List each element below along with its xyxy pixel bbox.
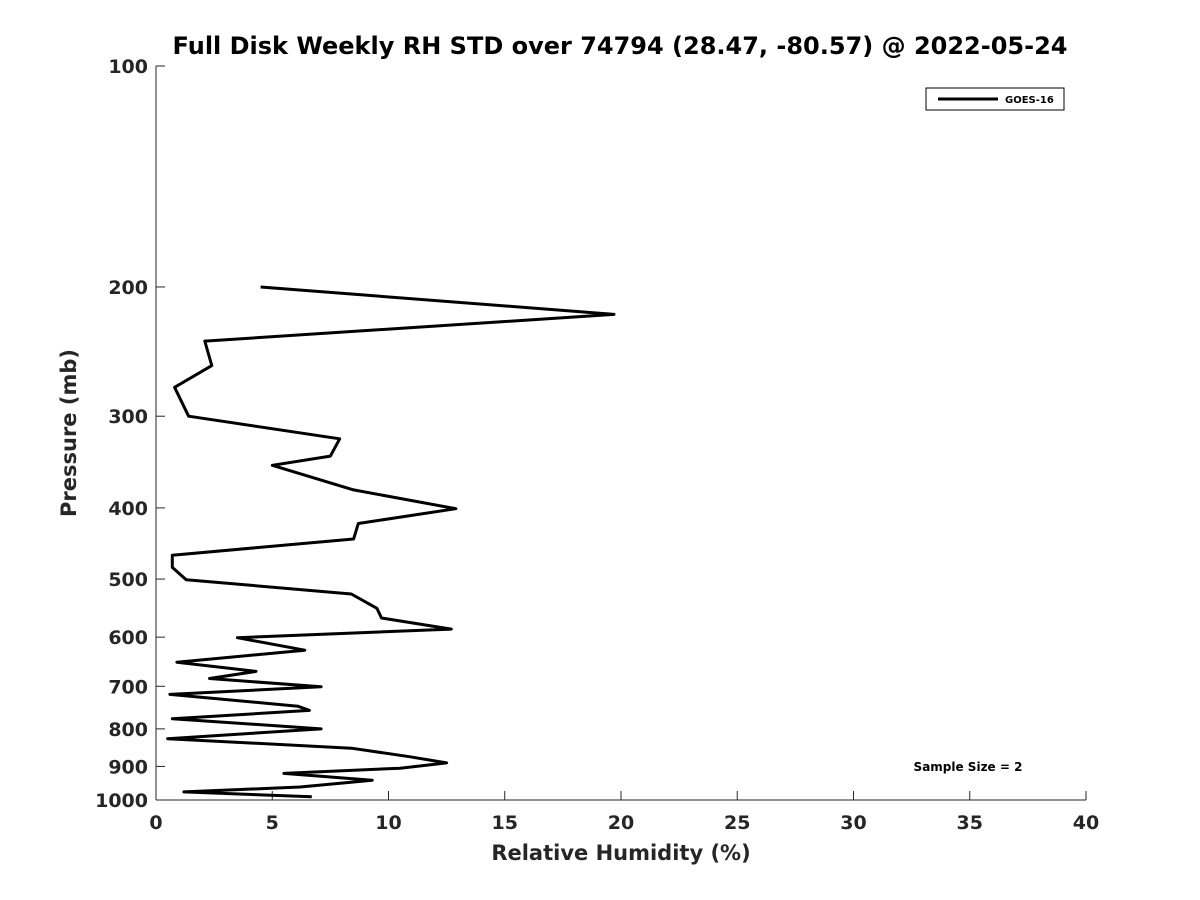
chart-title: Full Disk Weekly RH STD over 74794 (28.4… — [173, 32, 1068, 60]
series-line-goes16 — [166, 285, 616, 799]
x-tick-label: 15 — [492, 812, 518, 834]
y-tick-label: 400 — [108, 498, 148, 520]
y-tick-label: 800 — [108, 719, 148, 741]
x-tick-label: 35 — [957, 812, 983, 834]
y-tick-label: 900 — [108, 756, 148, 778]
y-tick-label: 700 — [108, 676, 148, 698]
y-tick-label: 100 — [108, 56, 148, 78]
x-tick-label: 30 — [840, 812, 866, 834]
legend-label-goes16: GOES-16 — [1005, 95, 1054, 106]
x-axis-label: Relative Humidity (%) — [491, 841, 750, 865]
x-tick-label: 40 — [1073, 812, 1099, 834]
y-axis-label: Pressure (mb) — [57, 349, 81, 517]
x-tick-label: 0 — [149, 812, 162, 834]
legend: GOES-16 — [925, 87, 1065, 111]
x-axis-ticks: 0 5 10 15 20 25 30 35 40 — [149, 791, 1099, 834]
sample-size-note: Sample Size = 2 — [914, 760, 1023, 774]
x-tick-label: 10 — [375, 812, 401, 834]
x-tick-label: 5 — [266, 812, 279, 834]
y-tick-label: 600 — [108, 627, 148, 649]
y-axis-ticks: 100 200 300 400 500 600 700 800 900 1000 — [95, 56, 165, 812]
y-tick-label: 300 — [108, 406, 148, 428]
x-tick-label: 20 — [608, 812, 634, 834]
y-tick-label: 200 — [108, 277, 148, 299]
y-tick-label: 500 — [108, 569, 148, 591]
plot-area: 0 5 10 15 20 25 30 35 40 100 200 300 400 500 600 700 80… — [95, 56, 1099, 834]
x-tick-label: 25 — [724, 812, 750, 834]
y-tick-label: 1000 — [95, 790, 148, 812]
